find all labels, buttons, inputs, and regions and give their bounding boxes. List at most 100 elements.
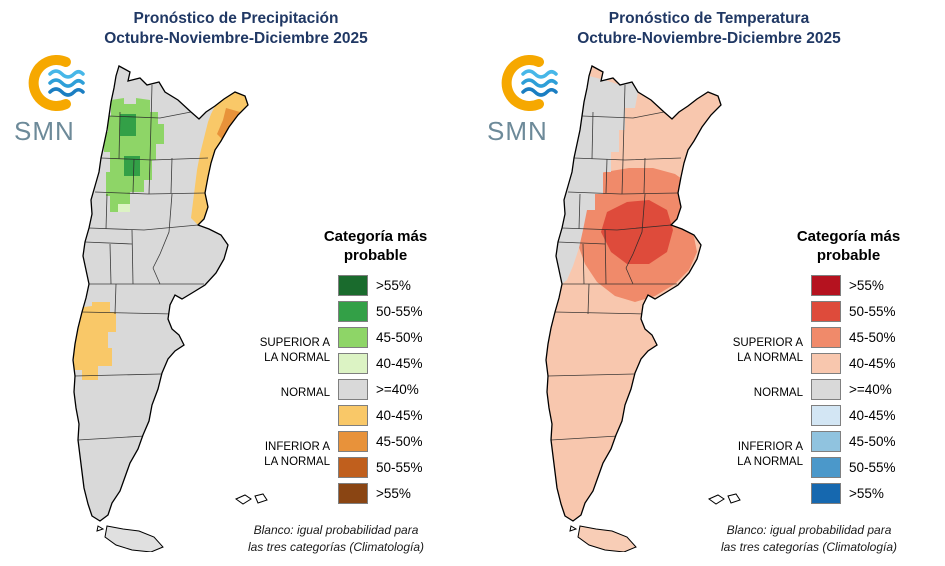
legend-item-label: 45-50%: [849, 329, 896, 345]
footnote: Blanco: igual probabilidad para las tres…: [695, 522, 923, 557]
legend-item: 40-45%: [338, 350, 423, 376]
legend-item: >55%: [811, 480, 896, 506]
region-cuyo-sur-naranja: [74, 302, 116, 380]
legend-swatch: [811, 430, 841, 452]
legend-item: 45-50%: [811, 324, 896, 350]
region-noroeste-verde: [104, 98, 164, 212]
legend-group-inferior: INFERIOR A LA NORMAL: [711, 440, 803, 470]
legend-item-label: >55%: [376, 277, 411, 293]
legend-item: 45-50%: [811, 428, 896, 454]
region-noroeste-verde-oscuro-1: [120, 114, 136, 136]
argentina-map-precipitation: [72, 65, 268, 552]
tierra-del-fuego: [577, 525, 637, 552]
region-oeste-noroeste-gris: [556, 76, 638, 284]
footnote-line1: Blanco: igual probabilidad para: [253, 523, 419, 537]
footnote-line2: las tres categorías (Climatología): [720, 540, 898, 555]
legend-item-label: 50-55%: [849, 303, 896, 319]
legend-item: >=40%: [811, 376, 896, 402]
legend-swatch: [338, 326, 368, 348]
legend-swatch: [338, 300, 368, 322]
legend-item-label: >=40%: [376, 381, 419, 397]
legend-group-superior-line1: SUPERIOR A: [259, 337, 330, 349]
legend-item-label: 40-45%: [849, 407, 896, 423]
legend-swatch: [811, 482, 841, 504]
country-outline: [72, 65, 249, 522]
panel-title-line2: Octubre-Noviembre-Diciembre 2025: [104, 30, 368, 48]
legend-item-label: 50-55%: [376, 303, 423, 319]
panel-precipitation: Pronóstico de Precipitación Octubre-Novi…: [0, 0, 472, 566]
legend-rows: >55% 50-55% 45-50% 40-45% >=40% 40-45%: [811, 272, 896, 506]
legend-group-normal: NORMAL: [753, 387, 803, 399]
panel-title: Pronóstico de Precipitación Octubre-Novi…: [0, 9, 472, 49]
legend-item-label: 50-55%: [849, 459, 896, 475]
legend-group-superior: SUPERIOR A LA NORMAL: [238, 336, 330, 366]
legend-item-label: 45-50%: [376, 329, 423, 345]
legend-swatch: [338, 456, 368, 478]
legend-swatch: [811, 404, 841, 426]
region-centro-nucleo-rojo: [601, 200, 673, 264]
footnote: Blanco: igual probabilidad para las tres…: [222, 522, 450, 557]
legend-swatch: [338, 404, 368, 426]
footnote-line1: Blanco: igual probabilidad para: [726, 523, 892, 537]
legend-item-label: 45-50%: [849, 433, 896, 449]
legend-title-line1: Categoría más: [323, 228, 428, 245]
legend-item-label: 50-55%: [376, 459, 423, 475]
legend-temperature: Categoría más probable SUPERIOR A LA NOR…: [711, 228, 933, 520]
malvinas-islands: [707, 493, 741, 505]
legend-rows: >55% 50-55% 45-50% 40-45% >=40% 40-45%: [338, 272, 423, 506]
legend-swatch: [338, 482, 368, 504]
smn-logo-icon: [501, 55, 558, 111]
legend-group-superior: SUPERIOR A LA NORMAL: [711, 336, 803, 366]
malvinas-islands: [234, 493, 268, 505]
region-misiones-naranja-oscuro: [217, 108, 240, 139]
legend-group-normal: NORMAL: [280, 387, 330, 399]
legend-item-label: 45-50%: [376, 433, 423, 449]
province-borders: [547, 84, 682, 441]
legend-swatch: [811, 300, 841, 322]
panel-title-line2: Octubre-Noviembre-Diciembre 2025: [577, 30, 841, 48]
legend-group-superior-line2: LA NORMAL: [737, 351, 803, 364]
region-noroeste-verde-oscuro-2: [124, 156, 140, 176]
region-noroeste-verde-claro: [118, 204, 130, 212]
legend-group-superior-line2: LA NORMAL: [264, 351, 330, 364]
panel-temperature: Pronóstico de Temperatura Octubre-Noviem…: [473, 0, 945, 566]
panel-title-line1: Pronóstico de Precipitación: [133, 10, 339, 27]
legend-group-inferior-line2: LA NORMAL: [264, 455, 330, 468]
footnote-line2: las tres categorías (Climatología): [247, 540, 425, 555]
legend-item: 50-55%: [338, 298, 423, 324]
legend-item: >=40%: [338, 376, 423, 402]
legend-title-line2: probable: [816, 246, 881, 264]
legend-title-line2: probable: [343, 246, 408, 264]
country-outline: [545, 65, 722, 522]
legend-item: >55%: [338, 272, 423, 298]
smn-logo-text: SMN: [14, 116, 75, 146]
panel-title: Pronóstico de Temperatura Octubre-Noviem…: [473, 9, 945, 49]
legend-group-inferior: INFERIOR A LA NORMAL: [238, 440, 330, 470]
panel-title-line1: Pronóstico de Temperatura: [608, 10, 810, 27]
legend-swatch: [811, 378, 841, 400]
legend-swatch: [338, 352, 368, 374]
legend-swatch: [811, 456, 841, 478]
legend-item: 45-50%: [338, 324, 423, 350]
legend-item: 50-55%: [338, 454, 423, 480]
legend-group-inferior-line2: LA NORMAL: [737, 455, 803, 468]
south-islets: [96, 525, 105, 532]
legend-swatch: [811, 326, 841, 348]
legend-item: 45-50%: [338, 428, 423, 454]
legend-item-label: >=40%: [849, 381, 892, 397]
legend-title: Categoría más probable: [766, 228, 931, 266]
legend-item: >55%: [338, 480, 423, 506]
smn-logo: SMN: [487, 52, 571, 147]
legend-item-label: >55%: [376, 485, 411, 501]
legend-group-inferior-line1: INFERIOR A: [737, 441, 803, 453]
legend-item-label: 40-45%: [376, 355, 423, 371]
legend-item: 50-55%: [811, 454, 896, 480]
legend-swatch: [811, 274, 841, 296]
legend-swatch: [811, 352, 841, 374]
smn-logo-text: SMN: [487, 116, 548, 146]
legend-swatch: [338, 274, 368, 296]
legend-item: >55%: [811, 272, 896, 298]
smn-logo-icon: [28, 55, 85, 111]
legend-item-label: >55%: [849, 485, 884, 501]
legend-precipitation: Categoría más probable SUPERIOR A LA NOR…: [238, 228, 460, 520]
